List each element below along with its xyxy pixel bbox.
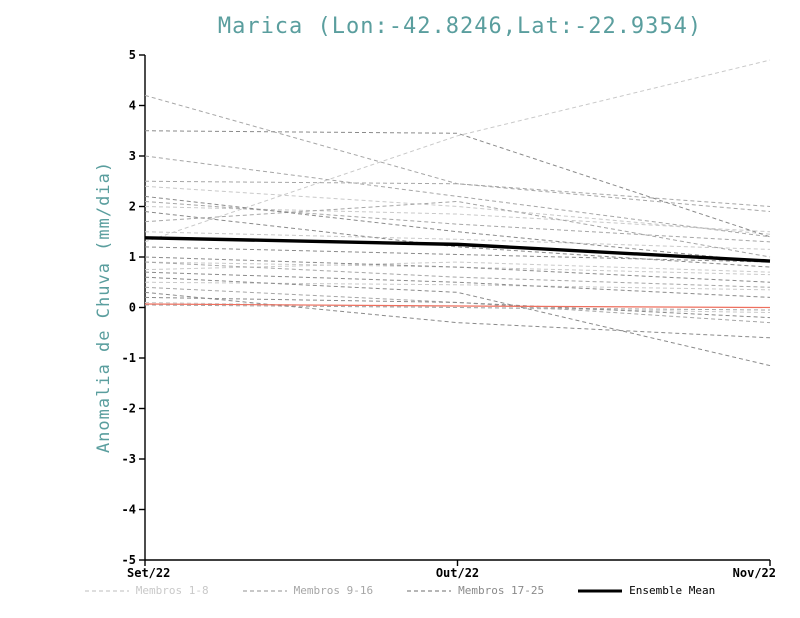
member-line bbox=[144, 261, 771, 288]
y-tick-label: 4 bbox=[129, 99, 136, 113]
legend-sample-ensemble-mean bbox=[578, 589, 623, 592]
member-line bbox=[144, 281, 771, 291]
member-line bbox=[144, 276, 771, 367]
legend-sample-members-9-16 bbox=[242, 589, 287, 592]
member-line bbox=[144, 231, 771, 250]
y-tick-label: -2 bbox=[122, 402, 136, 416]
member-line bbox=[144, 180, 771, 207]
legend-label: Membros 17-25 bbox=[458, 584, 545, 597]
member-line bbox=[144, 206, 771, 233]
legend: Membros 1-8 Membros 9-16 Membros 17-25 E… bbox=[0, 584, 800, 597]
legend-sample-members-1-8 bbox=[84, 589, 129, 592]
member-line bbox=[144, 301, 771, 314]
member-line bbox=[144, 296, 771, 319]
member-line bbox=[144, 59, 771, 243]
legend-label: Membros 1-8 bbox=[135, 584, 209, 597]
x-tick-label: Set/22 bbox=[127, 566, 170, 580]
member-line bbox=[144, 271, 771, 298]
member-line bbox=[144, 304, 771, 311]
legend-item: Ensemble Mean bbox=[578, 584, 715, 597]
y-tick-label: 1 bbox=[129, 250, 136, 264]
y-tick-label: -4 bbox=[122, 503, 136, 517]
member-line bbox=[144, 261, 771, 276]
y-tick-label: 5 bbox=[129, 48, 136, 62]
member-line bbox=[144, 195, 771, 263]
legend-item: Membros 9-16 bbox=[242, 584, 374, 597]
red-line bbox=[144, 303, 771, 309]
y-tick-label: 2 bbox=[129, 200, 136, 214]
member-line bbox=[144, 256, 771, 283]
member-line bbox=[144, 246, 771, 263]
x-tick-label: Out/22 bbox=[436, 566, 479, 580]
ensemble-mean-line bbox=[144, 236, 771, 263]
member-line bbox=[144, 261, 771, 273]
legend-item: Membros 1-8 bbox=[84, 584, 209, 597]
legend-sample-members-17-25 bbox=[407, 589, 452, 592]
legend-label: Membros 9-16 bbox=[293, 584, 374, 597]
chart-title: Marica (Lon:-42.8246,Lat:-22.9354) bbox=[217, 14, 703, 39]
y-tick-label: -3 bbox=[122, 452, 136, 466]
y-tick-label: -1 bbox=[122, 351, 136, 365]
y-tick-label: -5 bbox=[122, 553, 136, 567]
legend-item: Membros 17-25 bbox=[407, 584, 544, 597]
y-tick-label: 3 bbox=[129, 149, 136, 163]
legend-label: Ensemble Mean bbox=[629, 584, 716, 597]
member-line bbox=[144, 94, 771, 213]
member-line bbox=[144, 155, 771, 238]
member-line bbox=[144, 200, 771, 243]
member-line bbox=[144, 286, 771, 324]
y-tick-label: 0 bbox=[129, 301, 136, 315]
y-axis-label: Anomalia de Chuva (mm/dia) bbox=[94, 160, 114, 454]
x-tick-label: Nov/22 bbox=[733, 566, 776, 580]
